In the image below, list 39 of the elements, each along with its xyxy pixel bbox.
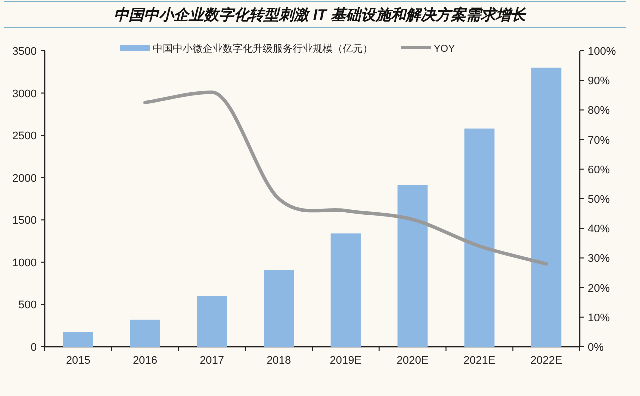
bar [264, 270, 294, 347]
y2-tick-label: 90% [588, 76, 610, 88]
legend-label: YOY [434, 44, 456, 55]
y2-tick-label: 60% [588, 164, 610, 176]
y-tick-label: 3500 [12, 46, 37, 58]
line-series [144, 90, 548, 266]
y-tick-label: 0 [30, 342, 37, 354]
bar [330, 234, 361, 347]
x-tick-label: 2015 [66, 355, 91, 367]
x-tick-label: 2017 [200, 355, 224, 367]
y2-tick-label: 70% [588, 134, 610, 147]
y2-tick-label: 80% [588, 105, 610, 118]
y-tick-label: 2000 [12, 172, 37, 185]
bar [398, 185, 428, 347]
y2-tick-label: 10% [588, 312, 610, 324]
x-tick-label: 2018 [266, 355, 292, 367]
bar [130, 320, 160, 347]
y-tick-label: 500 [18, 300, 37, 312]
chart-title: 中国中小企业数字化转型刺激 IT 基础设施和解决方案需求增长 [114, 6, 527, 24]
bar [197, 296, 228, 347]
y2-tick-label: 40% [588, 224, 610, 236]
bar [63, 332, 94, 347]
y2-tick-label: 30% [588, 253, 610, 266]
y2-tick-label: 100% [588, 46, 616, 58]
x-tick-label: 2019E [330, 355, 362, 367]
bar [532, 68, 562, 347]
x-tick-label: 2020E [396, 355, 429, 367]
bar [464, 128, 495, 347]
y-tick-label: 1000 [12, 257, 37, 270]
y-tick-label: 2500 [12, 130, 37, 143]
y2-tick-label: 50% [588, 194, 610, 206]
x-tick-label: 2016 [133, 355, 158, 367]
x-tick-label: 2021E [464, 355, 496, 367]
x-tick-label: 2022E [530, 355, 562, 367]
y-tick-label: 1500 [12, 215, 37, 228]
y2-tick-label: 0% [588, 342, 604, 354]
y-tick-label: 3000 [12, 88, 37, 100]
legend-label: 中国中小微企业数字化升级服务行业规模（亿元） [153, 43, 373, 55]
y2-tick-label: 20% [588, 282, 610, 295]
